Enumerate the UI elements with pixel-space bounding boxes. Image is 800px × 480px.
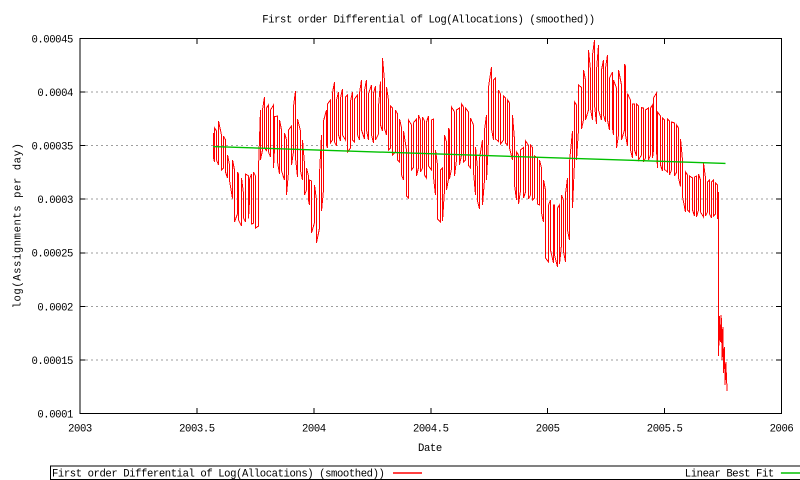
svg-text:2006: 2006	[770, 424, 794, 436]
svg-text:First order Differential of Lo: First order Differential of Log(Allocati…	[262, 15, 595, 27]
svg-text:First order Differential of Lo: First order Differential of Log(Allocati…	[52, 468, 385, 480]
svg-text:Linear Best Fit: Linear Best Fit	[685, 468, 774, 480]
svg-text:2005.5: 2005.5	[647, 424, 683, 436]
svg-text:0.00015: 0.00015	[31, 356, 73, 368]
svg-text:0.0004: 0.0004	[37, 88, 73, 100]
svg-text:0.0002: 0.0002	[37, 302, 73, 314]
svg-text:0.00035: 0.00035	[31, 142, 73, 154]
svg-text:2003.5: 2003.5	[179, 424, 215, 436]
svg-text:2003: 2003	[68, 424, 92, 436]
svg-text:0.00045: 0.00045	[31, 34, 73, 46]
svg-text:2004.5: 2004.5	[413, 424, 449, 436]
svg-text:0.00025: 0.00025	[31, 249, 73, 261]
svg-text:2004: 2004	[302, 424, 326, 436]
svg-text:log(Assignments per day): log(Assignments per day)	[13, 143, 25, 309]
svg-text:2005: 2005	[536, 424, 560, 436]
svg-text:0.0001: 0.0001	[37, 409, 73, 421]
svg-text:0.0003: 0.0003	[37, 195, 73, 207]
svg-text:Date: Date	[418, 443, 442, 455]
